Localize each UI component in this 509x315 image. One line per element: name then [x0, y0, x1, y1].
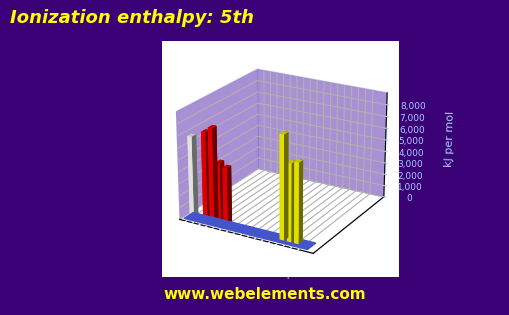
Text: www.webelements.com: www.webelements.com — [163, 287, 366, 302]
Text: Ionization enthalpy: 5th: Ionization enthalpy: 5th — [10, 9, 253, 27]
